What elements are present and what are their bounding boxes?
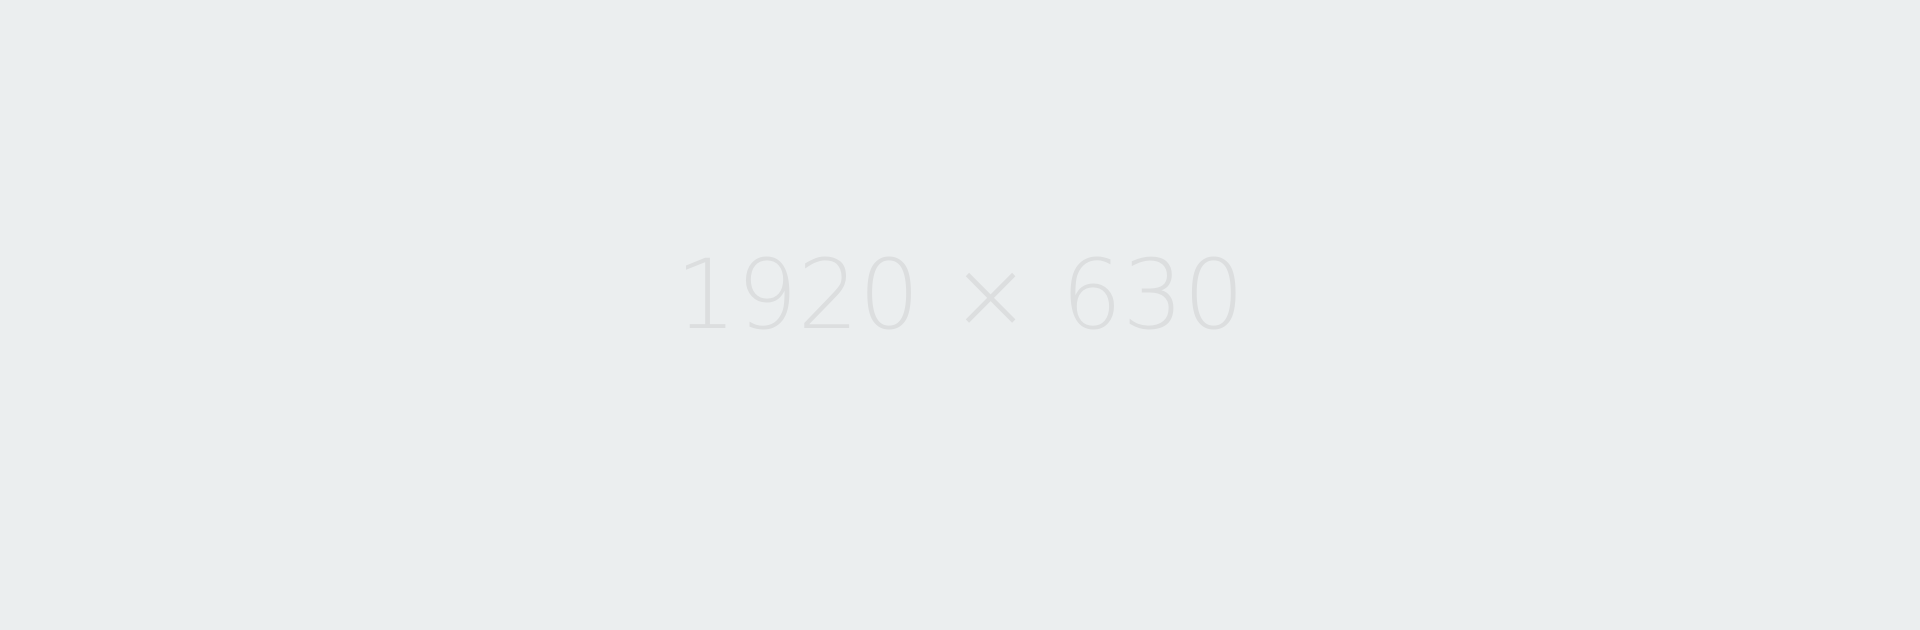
dimension-label: 1920 × 630 <box>675 239 1245 351</box>
